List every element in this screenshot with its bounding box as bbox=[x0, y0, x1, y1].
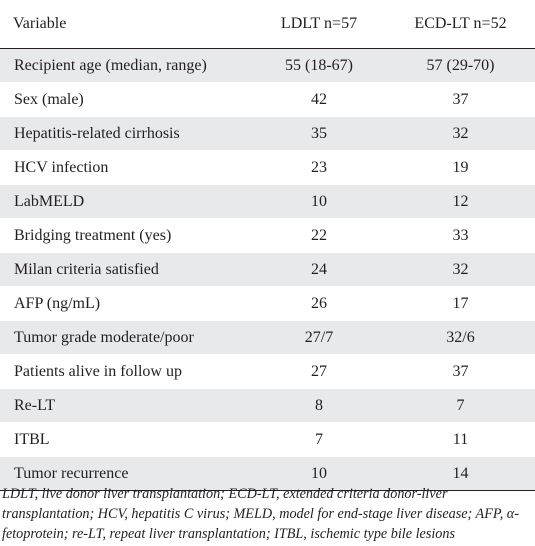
row-ldlt-value: 26 bbox=[252, 286, 386, 321]
row-ecd-lt-value: 11 bbox=[386, 422, 535, 457]
row-ldlt-value: 27/7 bbox=[252, 320, 386, 355]
row-ecd-lt-value: 32/6 bbox=[386, 320, 535, 355]
table-row: Milan criteria satisfied 24 32 bbox=[0, 252, 535, 287]
table-row: HCV infection 23 19 bbox=[0, 150, 535, 185]
row-ldlt-value: 23 bbox=[252, 150, 386, 185]
header-row: Variable LDLT n=57 ECD-LT n=52 bbox=[0, 0, 535, 49]
row-variable-label: ITBL bbox=[0, 422, 252, 457]
row-ecd-lt-value: 57 (29-70) bbox=[386, 48, 535, 83]
table-footnote: LDLT, live donor liver transplantation; … bbox=[2, 486, 519, 542]
table-row: Sex (male) 42 37 bbox=[0, 82, 535, 117]
header-ldlt: LDLT n=57 bbox=[252, 0, 386, 49]
row-variable-label: Sex (male) bbox=[0, 82, 252, 117]
row-variable-label: HCV infection bbox=[0, 150, 252, 185]
row-ecd-lt-value: 19 bbox=[386, 150, 535, 185]
comparison-table: Variable LDLT n=57 ECD-LT n=52 Recipient… bbox=[0, 0, 535, 491]
row-ldlt-value: 22 bbox=[252, 218, 386, 253]
row-ldlt-value: 10 bbox=[252, 184, 386, 219]
row-ldlt-value: 42 bbox=[252, 82, 386, 117]
row-ldlt-value: 8 bbox=[252, 388, 386, 423]
comparison-table-container: Variable LDLT n=57 ECD-LT n=52 Recipient… bbox=[0, 0, 535, 491]
table-row: Bridging treatment (yes) 22 33 bbox=[0, 218, 535, 253]
table-row: AFP (ng/mL) 26 17 bbox=[0, 286, 535, 321]
row-variable-label: Hepatitis-related cirrhosis bbox=[0, 116, 252, 151]
row-ldlt-value: 24 bbox=[252, 252, 386, 287]
row-ecd-lt-value: 32 bbox=[386, 116, 535, 151]
row-ecd-lt-value: 33 bbox=[386, 218, 535, 253]
table-row: Tumor grade moderate/poor 27/7 32/6 bbox=[0, 320, 535, 355]
row-variable-label: Milan criteria satisfied bbox=[0, 252, 252, 287]
row-ecd-lt-value: 37 bbox=[386, 354, 535, 389]
row-ecd-lt-value: 17 bbox=[386, 286, 535, 321]
row-variable-label: Tumor recurrence bbox=[0, 456, 252, 491]
row-variable-label: Bridging treatment (yes) bbox=[0, 218, 252, 253]
row-ecd-lt-value: 32 bbox=[386, 252, 535, 287]
table-row: ITBL 7 11 bbox=[0, 422, 535, 457]
row-variable-label: Patients alive in follow up bbox=[0, 354, 252, 389]
header-ecd-lt: ECD-LT n=52 bbox=[386, 0, 535, 49]
header-variable: Variable bbox=[0, 0, 252, 49]
row-ecd-lt-value: 7 bbox=[386, 388, 535, 423]
table-row: Patients alive in follow up 27 37 bbox=[0, 354, 535, 389]
row-variable-label: Tumor grade moderate/poor bbox=[0, 320, 252, 355]
table-row: LabMELD 10 12 bbox=[0, 184, 535, 219]
row-ldlt-value: 27 bbox=[252, 354, 386, 389]
row-variable-label: Re-LT bbox=[0, 388, 252, 423]
row-variable-label: Recipient age (median, range) bbox=[0, 48, 252, 83]
row-variable-label: AFP (ng/mL) bbox=[0, 286, 252, 321]
row-ecd-lt-value: 37 bbox=[386, 82, 535, 117]
table-row: Re-LT 8 7 bbox=[0, 388, 535, 423]
row-ecd-lt-value: 14 bbox=[386, 456, 535, 491]
row-ldlt-value: 10 bbox=[252, 456, 386, 491]
table-row: Hepatitis-related cirrhosis 35 32 bbox=[0, 116, 535, 151]
row-ldlt-value: 55 (18-67) bbox=[252, 48, 386, 83]
table-row: Recipient age (median, range) 55 (18-67)… bbox=[0, 48, 535, 83]
row-variable-label: LabMELD bbox=[0, 184, 252, 219]
row-ecd-lt-value: 12 bbox=[386, 184, 535, 219]
row-ldlt-value: 35 bbox=[252, 116, 386, 151]
table-row: Tumor recurrence 10 14 bbox=[0, 456, 535, 491]
row-ldlt-value: 7 bbox=[252, 422, 386, 457]
